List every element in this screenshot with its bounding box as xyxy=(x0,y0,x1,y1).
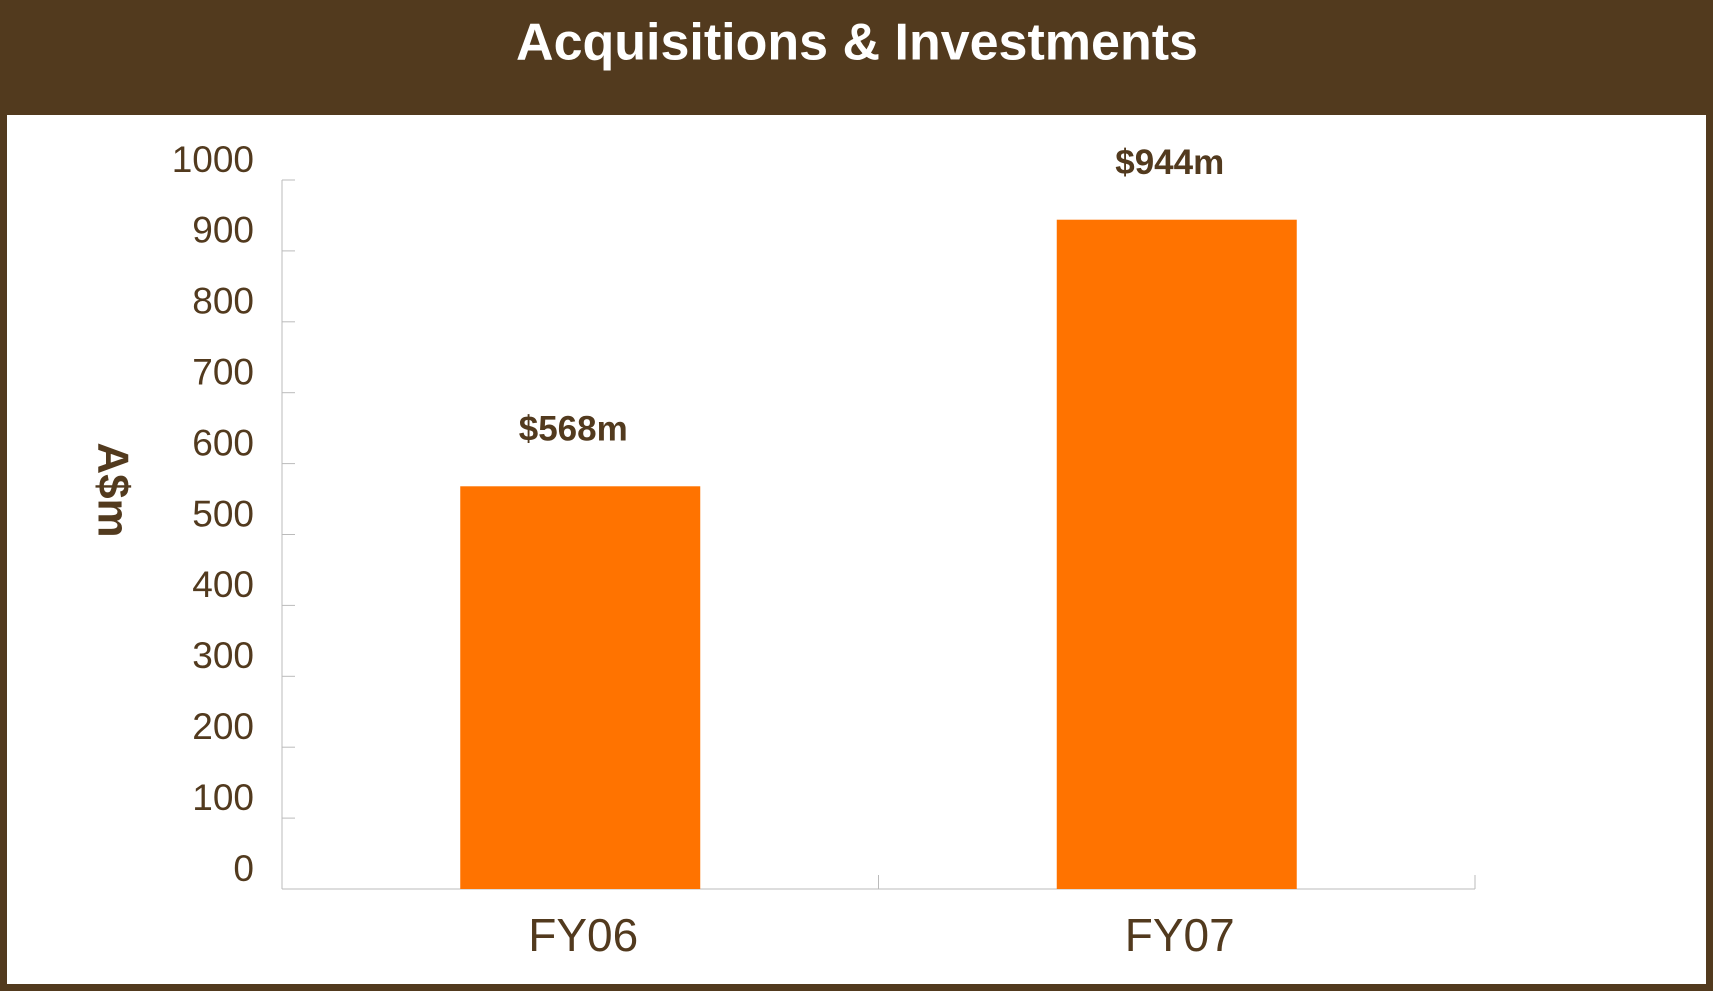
bar xyxy=(460,486,701,889)
y-tick-label: 300 xyxy=(192,635,254,676)
y-tick-label: 0 xyxy=(233,848,254,889)
y-tick-label: 1000 xyxy=(172,139,254,180)
panel xyxy=(7,115,1706,984)
chart-title: Acquisitions & Investments xyxy=(516,14,1198,72)
x-tick-label: FY06 xyxy=(528,909,638,961)
value-label: $568m xyxy=(519,410,628,449)
y-tick-label: 400 xyxy=(192,564,254,605)
y-axis-label: A$m xyxy=(88,442,137,537)
y-tick-label: 500 xyxy=(192,493,254,534)
y-tick-label: 700 xyxy=(192,351,254,392)
y-tick-label: 200 xyxy=(192,706,254,747)
x-tick-label: FY07 xyxy=(1125,909,1235,961)
y-tick-label: 600 xyxy=(192,422,254,463)
value-label: $944m xyxy=(1115,143,1224,182)
bar xyxy=(1056,219,1297,890)
y-tick-label: 800 xyxy=(192,281,254,322)
y-tick-label: 100 xyxy=(192,777,254,818)
y-tick-label: 900 xyxy=(192,210,254,251)
